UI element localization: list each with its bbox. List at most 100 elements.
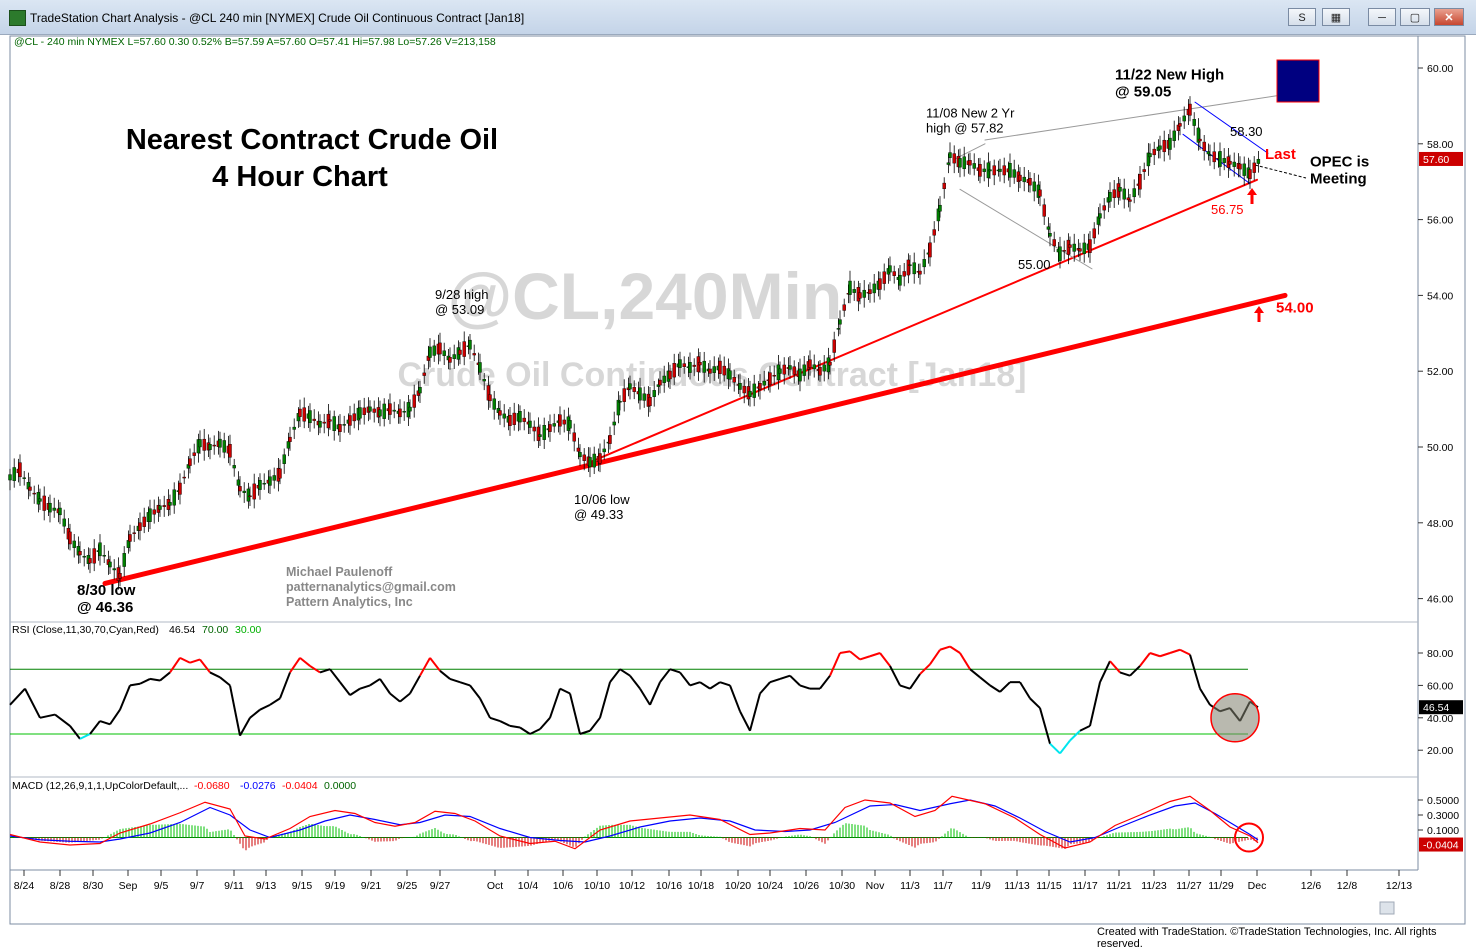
candle-body-43 — [152, 509, 156, 515]
macd-line — [9, 795, 1259, 850]
candle-body-345 — [1158, 145, 1162, 150]
candle-body-22 — [82, 555, 86, 558]
candle-body-71 — [246, 488, 251, 502]
candle-body-351 — [1178, 123, 1182, 127]
candle-body-340 — [1142, 169, 1146, 172]
candle-body-322 — [1082, 242, 1086, 254]
time-tick-label-10: 9/21 — [361, 880, 382, 892]
candle-body-105 — [358, 407, 362, 419]
candle-body-250 — [842, 304, 846, 311]
candle-body-249 — [838, 319, 842, 325]
candle-body-223 — [752, 383, 756, 398]
candle-body-346 — [1162, 139, 1166, 153]
time-tick-label-22: 10/26 — [793, 880, 819, 892]
rsi-segment-24 — [269, 697, 281, 706]
candle-body-348 — [1168, 137, 1172, 150]
rsi-segment-49 — [519, 726, 531, 735]
candle-body-210 — [708, 368, 712, 374]
candle-body-280 — [942, 182, 946, 190]
candle-body-354 — [1188, 103, 1192, 116]
candle-body-366 — [1228, 160, 1232, 165]
rsi-segment-53 — [559, 687, 571, 695]
candle-body-248 — [836, 328, 841, 330]
candle-body-359 — [1206, 151, 1211, 155]
annotation-1-line-0: 11/08 New 2 Yr — [926, 105, 1015, 120]
candle-body-96 — [328, 419, 332, 422]
time-tick-label-1: 8/28 — [50, 880, 71, 892]
rsi-segment-5 — [79, 733, 91, 740]
candle-body-187 — [632, 387, 636, 392]
candle-body-142 — [482, 378, 486, 382]
rsi-segment-85 — [879, 652, 891, 667]
candle-body-198 — [668, 370, 672, 380]
trendline-2 — [984, 94, 1286, 141]
candle-body-216 — [728, 370, 732, 380]
candle-body-328 — [1102, 205, 1106, 211]
horizontal-scrollbar-thumb[interactable] — [1379, 901, 1395, 915]
candle-body-243 — [818, 366, 822, 376]
candle-body-178 — [602, 448, 606, 453]
rsi-segment-18 — [209, 671, 221, 679]
candle-body-304 — [1022, 176, 1026, 183]
close-button[interactable]: ✕ — [1434, 8, 1464, 26]
annotation-4-line-0: 8/30 low — [77, 582, 136, 599]
time-tick-label-31: 11/21 — [1106, 880, 1132, 892]
symbol-menu-button[interactable]: S — [1288, 8, 1316, 26]
rsi-segment-19 — [219, 676, 231, 687]
annotations: 11/22 New High@ 59.05 11/08 New 2 Yrhigh … — [77, 66, 1369, 615]
price-tick-label-5: 50.00 — [1427, 442, 1453, 454]
candle-body-147 — [498, 410, 502, 416]
time-tick-label-27: 11/9 — [971, 880, 991, 892]
time-tick-label-7: 9/13 — [256, 880, 277, 892]
candle-body-39 — [138, 522, 142, 531]
candle-body-349 — [1172, 130, 1176, 141]
candle-body-307 — [1032, 181, 1036, 192]
candle-body-288 — [968, 160, 972, 166]
candle-body-292 — [982, 168, 986, 172]
candle-body-295 — [992, 165, 996, 176]
candle-body-127 — [432, 345, 436, 356]
rsi-segment-37 — [399, 692, 411, 703]
rsi-panel: RSI (Close,11,30,70,Cyan,Red) 46.54 70.0… — [9, 624, 1463, 757]
candle-body-68 — [236, 479, 241, 486]
candle-body-114 — [388, 403, 392, 415]
candle-body-61 — [212, 444, 216, 447]
rsi-segment-84 — [869, 652, 881, 658]
layout-menu-button[interactable]: ▦ — [1322, 8, 1350, 26]
candle-body-207 — [698, 362, 702, 366]
candle-body-214 — [722, 365, 726, 376]
candle-body-259 — [872, 283, 876, 294]
candle-body-256 — [862, 289, 866, 298]
candle-body-240 — [808, 359, 812, 368]
candle-body-219 — [738, 383, 742, 390]
candle-body-91 — [312, 418, 316, 421]
candle-body-271 — [912, 262, 916, 275]
candle-body-360 — [1208, 154, 1212, 156]
rsi-segment-11 — [139, 678, 151, 685]
trendline-0 — [102, 292, 1288, 586]
candle-body-141 — [478, 362, 482, 373]
candle-body-64 — [222, 440, 226, 453]
maximize-button[interactable]: ▢ — [1400, 8, 1430, 26]
rsi-last-box — [1419, 700, 1463, 715]
trendline-3 — [1194, 101, 1269, 154]
candle-body-228 — [768, 372, 772, 386]
rsi-segment-51 — [539, 717, 551, 730]
candle-body-202 — [682, 363, 686, 368]
minimize-button[interactable]: ─ — [1368, 8, 1396, 26]
rsi-highlight-circle — [1210, 693, 1260, 743]
candle-body-157 — [532, 426, 536, 432]
candle-body-297 — [998, 168, 1002, 172]
chart-title-line-1: Nearest Contract Crude Oil — [126, 124, 498, 156]
time-tick-label-30: 11/17 — [1072, 880, 1098, 892]
rsi-segment-109 — [1119, 671, 1131, 677]
rsi-segment-22 — [249, 708, 261, 719]
candle-body-298 — [1002, 165, 1006, 176]
candle-body-310 — [1042, 204, 1046, 217]
candle-body-42 — [148, 508, 152, 522]
candle-body-58 — [202, 438, 206, 451]
rsi-segment-3 — [54, 713, 71, 727]
candle-body-84 — [288, 436, 292, 442]
candle-body-118 — [402, 411, 406, 413]
candle-body-262 — [882, 271, 886, 284]
